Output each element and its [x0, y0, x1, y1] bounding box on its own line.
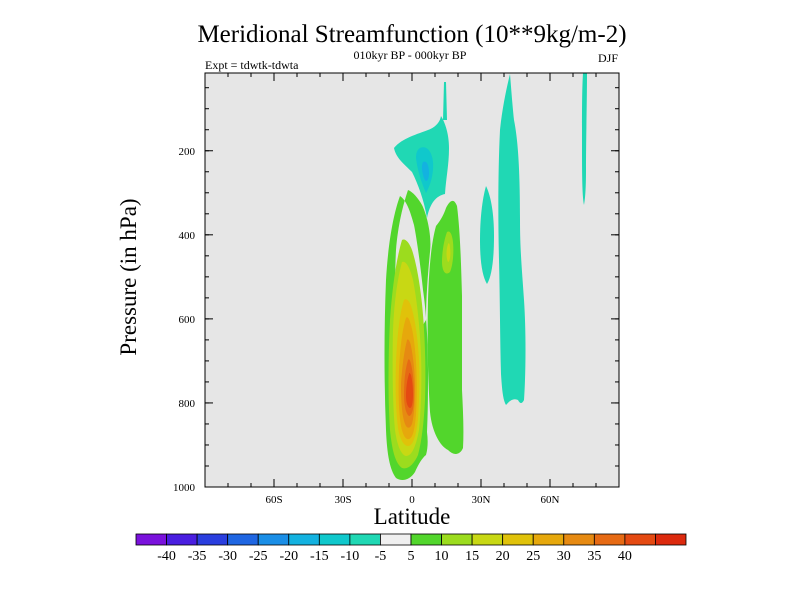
experiment-label: Expt = tdwtk-tdwta	[205, 58, 299, 72]
axis-tick-labels: 60S 30S 0 30N 60N 200 400 600 800 1000	[173, 146, 560, 506]
colorbar-swatch	[532, 533, 565, 546]
colorbar-swatch	[227, 533, 259, 546]
colorbar-swatch	[624, 533, 656, 546]
colorbar-swatch	[410, 533, 442, 546]
colorbar-swatch	[257, 533, 290, 546]
y-tick-label: 400	[179, 230, 196, 242]
contour-neg-band-75n	[582, 73, 587, 205]
axis-ticks	[204, 73, 620, 488]
colorbar-swatch	[502, 533, 534, 546]
colorbar-label: -5	[375, 549, 387, 564]
colorbar-label: 35	[587, 549, 601, 564]
contour-pos-main-l40	[406, 372, 413, 408]
colorbar-swatch	[563, 533, 595, 546]
season-label: DJF	[598, 51, 618, 65]
x-tick-label: 30S	[334, 494, 351, 506]
x-axis-title: Latitude	[374, 504, 451, 529]
x-tick-label: 0	[409, 494, 415, 506]
x-tick-label: 60N	[541, 494, 560, 506]
x-tick-label: 60S	[265, 494, 282, 506]
colorbar-swatch	[380, 533, 412, 546]
colorbar-label: 5	[408, 549, 415, 564]
colorbar-swatch	[135, 533, 167, 546]
contour-neg-band-35n	[480, 186, 494, 284]
colorbar-label: 25	[526, 549, 540, 564]
colorbar-swatch	[318, 533, 351, 546]
colorbar-label: 10	[435, 549, 449, 564]
contour-neg-band-45n	[498, 74, 526, 405]
chart-title: Meridional Streamfunction (10**9kg/m-2)	[197, 21, 626, 48]
contour-neg-spike-30n	[443, 82, 447, 120]
colorbar-label: 15	[465, 549, 479, 564]
colorbar-label: 40	[618, 549, 632, 564]
colorbar-swatch	[288, 533, 320, 546]
colorbar-label: -40	[157, 549, 176, 564]
colorbar-swatch	[166, 533, 198, 546]
y-tick-label: 800	[179, 398, 196, 410]
colorbar-label: -25	[249, 549, 268, 564]
chart-subtitle: 010kyr BP - 000kyr BP	[354, 48, 467, 62]
colorbar-swatch	[196, 533, 229, 546]
colorbar-label: -10	[341, 549, 360, 564]
colorbar-swatch	[441, 533, 473, 546]
colorbar-label: -35	[188, 549, 207, 564]
y-axis-title: Pressure (in hPa)	[116, 198, 141, 355]
contour-fill-layer	[384, 73, 587, 480]
x-tick-label: 30N	[472, 494, 491, 506]
y-tick-label: 200	[179, 146, 196, 158]
contour-pos-secondary-l5	[427, 200, 464, 454]
colorbar-swatch	[593, 533, 626, 546]
contour-neg-upper-core	[421, 161, 429, 181]
colorbar-swatch	[655, 533, 687, 546]
colorbar-label: 20	[496, 549, 510, 564]
colorbar-label: -20	[279, 549, 298, 564]
colorbar-label: -30	[218, 549, 237, 564]
colorbar	[135, 533, 687, 546]
colorbar-label: 30	[557, 549, 571, 564]
colorbar-swatch	[471, 533, 504, 546]
colorbar-label: -15	[310, 549, 329, 564]
colorbar-swatch	[349, 533, 381, 546]
y-tick-label: 1000	[173, 482, 196, 494]
colorbar-labels: -40 -35 -30 -25 -20 -15 -10 -5 5 10 15 20 25 30 35 40	[157, 549, 632, 564]
contour-pos-secondary-l15	[446, 243, 451, 262]
y-tick-label: 600	[179, 314, 196, 326]
